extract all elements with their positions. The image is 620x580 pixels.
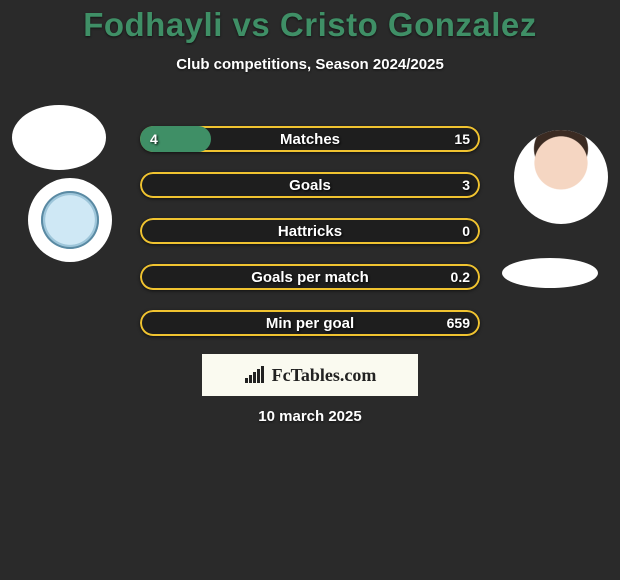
bar-value-left: 4 <box>150 126 158 152</box>
bar-label: Hattricks <box>278 223 342 240</box>
face-placeholder-icon <box>514 130 608 224</box>
brand-text: FcTables.com <box>272 365 377 386</box>
brand-box: FcTables.com <box>202 354 418 396</box>
bar-value-right: 15 <box>454 126 470 152</box>
bar-label: Min per goal <box>266 315 354 332</box>
bar-row: Min per goal 659 <box>140 310 480 336</box>
bar-value-right: 3 <box>462 172 470 198</box>
right-club-badge <box>502 258 598 288</box>
bars-logo-icon <box>244 366 266 384</box>
bar-value-right: 659 <box>447 310 470 336</box>
bar-row: Hattricks 0 <box>140 218 480 244</box>
bar-label: Goals <box>289 177 331 194</box>
crest-placeholder-icon <box>41 191 100 250</box>
bar-value-right: 0.2 <box>451 264 470 290</box>
left-club-badge <box>28 178 112 262</box>
page-title: Fodhayli vs Cristo Gonzalez <box>0 0 620 44</box>
date-text: 10 march 2025 <box>0 408 620 425</box>
bar-row: Matches 4 15 <box>140 126 480 152</box>
bar-row: Goals per match 0.2 <box>140 264 480 290</box>
bar-row: Goals 3 <box>140 172 480 198</box>
bar-label: Goals per match <box>251 269 369 286</box>
right-player-avatar <box>514 130 608 224</box>
bar-value-right: 0 <box>462 218 470 244</box>
bar-label: Matches <box>280 131 340 148</box>
comparison-bars: Matches 4 15 Goals 3 Hattricks 0 Goals per matc… <box>140 126 480 356</box>
left-player-avatar <box>12 105 106 170</box>
page-subtitle: Club competitions, Season 2024/2025 <box>0 56 620 73</box>
